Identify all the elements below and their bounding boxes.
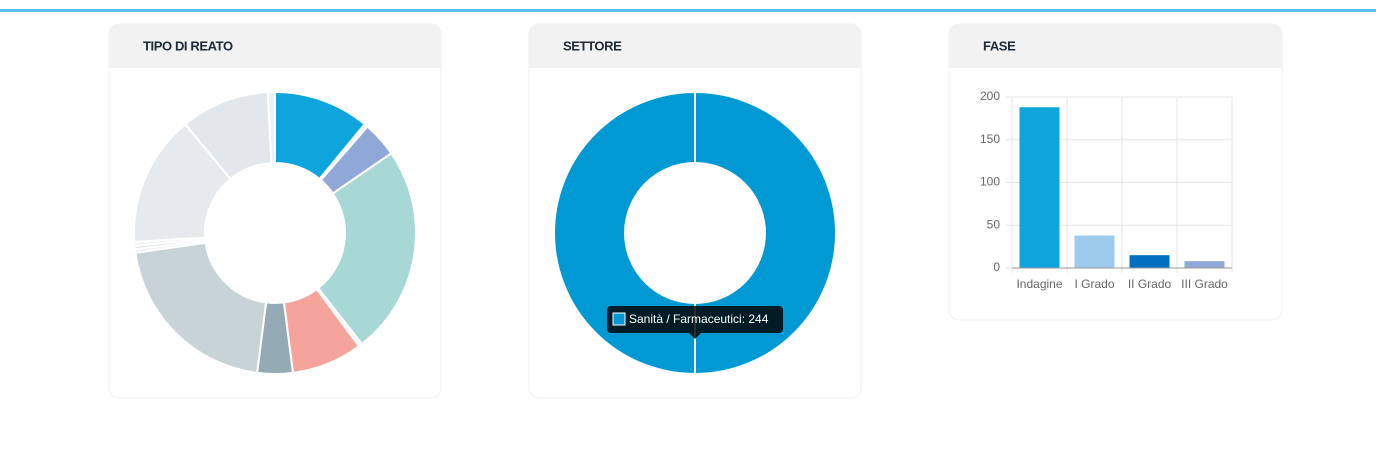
tooltip-box bbox=[607, 306, 783, 333]
donut-segment bbox=[134, 241, 268, 374]
card-title: SETTORE bbox=[563, 38, 622, 53]
bar bbox=[1074, 235, 1115, 268]
y-tick-label: 150 bbox=[980, 132, 1000, 146]
donut-segment bbox=[316, 151, 417, 346]
top-bar bbox=[0, 9, 1376, 12]
card-header bbox=[109, 24, 441, 68]
bar bbox=[1129, 255, 1170, 268]
x-tick-label: II Grado bbox=[1128, 277, 1172, 291]
x-tick-label: III Grado bbox=[1181, 277, 1228, 291]
donut-segment bbox=[266, 90, 276, 165]
donut-segment bbox=[553, 90, 837, 376]
tooltip-text: Sanità / Farmaceutici: 244 bbox=[629, 312, 769, 326]
y-tick-label: 200 bbox=[980, 89, 1000, 103]
tooltip-arrow bbox=[689, 333, 701, 339]
y-tick-label: 100 bbox=[980, 175, 1000, 189]
card-title: TIPO DI REATO bbox=[143, 38, 233, 53]
bar bbox=[1019, 107, 1060, 268]
card-header bbox=[529, 24, 861, 68]
x-tick-label: Indagine bbox=[1016, 277, 1062, 291]
y-tick-label: 0 bbox=[993, 260, 1000, 274]
bar bbox=[1184, 261, 1225, 268]
card-title: FASE bbox=[983, 38, 1016, 53]
y-tick-label: 50 bbox=[987, 217, 1001, 231]
x-tick-label: I Grado bbox=[1074, 277, 1114, 291]
card-header bbox=[949, 24, 1282, 68]
tooltip-swatch bbox=[612, 312, 626, 326]
